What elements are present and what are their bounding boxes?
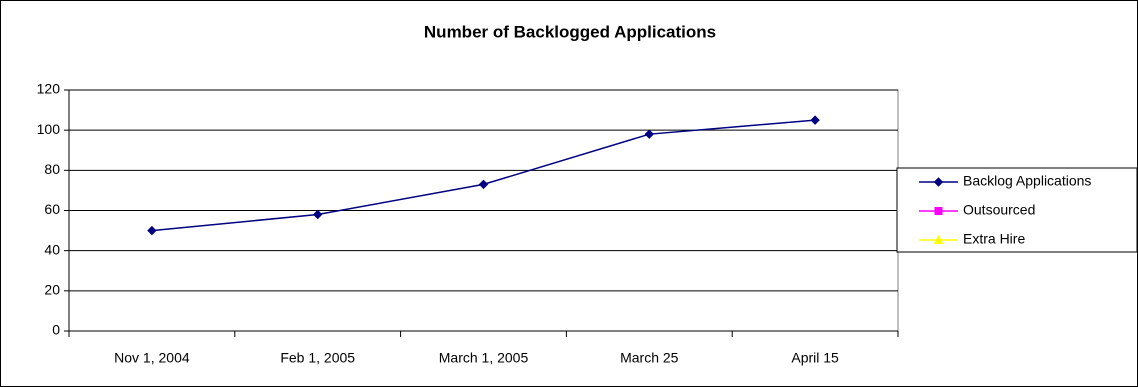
legend-label: Backlog Applications: [963, 173, 1091, 189]
legend-marker: [934, 207, 943, 215]
y-tick-label: 80: [44, 161, 60, 177]
data-point: [312, 209, 323, 220]
legend-label: Extra Hire: [963, 231, 1025, 247]
chart-title: Number of Backlogged Applications: [424, 22, 716, 41]
x-tick-label: April 15: [791, 350, 839, 366]
y-tick-label: 20: [44, 282, 60, 298]
x-tick-label: March 1, 2005: [439, 350, 529, 366]
data-point: [644, 129, 655, 139]
x-tick-label: Feb 1, 2005: [280, 350, 355, 366]
data-point: [478, 179, 489, 190]
y-tick-label: 60: [44, 201, 60, 217]
legend-marker: [933, 234, 944, 244]
data-point: [147, 225, 157, 236]
y-tick-label: 100: [37, 121, 61, 137]
legend-marker: [933, 177, 944, 187]
x-tick-label: Nov 1, 2004: [114, 350, 190, 366]
y-tick-label: 0: [52, 322, 60, 338]
y-tick-label: 40: [44, 241, 60, 257]
y-tick-label: 120: [37, 81, 61, 97]
data-point: [810, 115, 820, 125]
x-tick-label: March 25: [620, 350, 679, 366]
legend-label: Outsourced: [963, 202, 1035, 218]
